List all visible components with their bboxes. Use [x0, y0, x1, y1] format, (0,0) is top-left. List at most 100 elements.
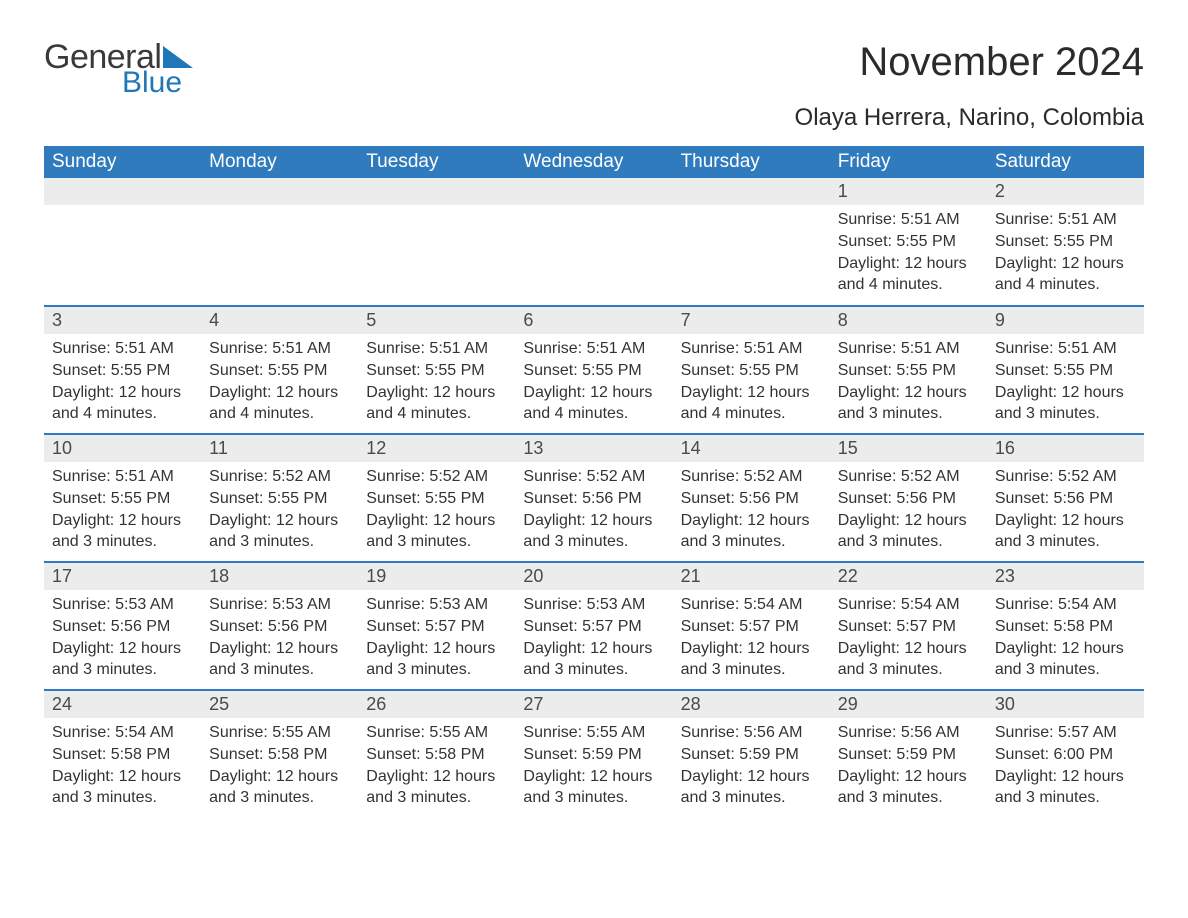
day-body: Sunrise: 5:51 AMSunset: 5:55 PMDaylight:… [673, 334, 830, 432]
day-number-strip: 10 [44, 435, 201, 462]
sunset-text: Sunset: 5:57 PM [681, 616, 822, 638]
daylight-text: Daylight: 12 hours and 3 minutes. [209, 638, 350, 681]
calendar-week-row: 3Sunrise: 5:51 AMSunset: 5:55 PMDaylight… [44, 306, 1144, 434]
calendar-day-cell: 21Sunrise: 5:54 AMSunset: 5:57 PMDayligh… [673, 562, 830, 690]
sunrise-text: Sunrise: 5:51 AM [995, 209, 1136, 231]
sunrise-text: Sunrise: 5:55 AM [523, 722, 664, 744]
daylight-text: Daylight: 12 hours and 3 minutes. [838, 766, 979, 809]
sunset-text: Sunset: 5:55 PM [209, 488, 350, 510]
day-number-strip: 18 [201, 563, 358, 590]
calendar-day-cell: 2Sunrise: 5:51 AMSunset: 5:55 PMDaylight… [987, 178, 1144, 306]
day-body: Sunrise: 5:51 AMSunset: 5:55 PMDaylight:… [830, 334, 987, 432]
day-number-strip: 21 [673, 563, 830, 590]
daylight-text: Daylight: 12 hours and 3 minutes. [366, 766, 507, 809]
sunrise-text: Sunrise: 5:57 AM [995, 722, 1136, 744]
sunset-text: Sunset: 5:55 PM [366, 488, 507, 510]
day-body: Sunrise: 5:53 AMSunset: 5:57 PMDaylight:… [515, 590, 672, 688]
sunrise-text: Sunrise: 5:51 AM [209, 338, 350, 360]
day-body: Sunrise: 5:51 AMSunset: 5:55 PMDaylight:… [44, 462, 201, 560]
daylight-text: Daylight: 12 hours and 4 minutes. [838, 253, 979, 296]
daylight-text: Daylight: 12 hours and 3 minutes. [52, 766, 193, 809]
sunrise-text: Sunrise: 5:51 AM [838, 338, 979, 360]
day-number-strip: 17 [44, 563, 201, 590]
sunrise-text: Sunrise: 5:52 AM [366, 466, 507, 488]
sunrise-text: Sunrise: 5:51 AM [995, 338, 1136, 360]
calendar-day-cell: 18Sunrise: 5:53 AMSunset: 5:56 PMDayligh… [201, 562, 358, 690]
day-body: Sunrise: 5:51 AMSunset: 5:55 PMDaylight:… [358, 334, 515, 432]
daylight-text: Daylight: 12 hours and 3 minutes. [366, 510, 507, 553]
calendar-day-cell: 13Sunrise: 5:52 AMSunset: 5:56 PMDayligh… [515, 434, 672, 562]
day-body: Sunrise: 5:51 AMSunset: 5:55 PMDaylight:… [515, 334, 672, 432]
sunset-text: Sunset: 5:55 PM [838, 360, 979, 382]
daylight-text: Daylight: 12 hours and 3 minutes. [523, 766, 664, 809]
day-header: Tuesday [358, 146, 515, 178]
day-number-strip: 28 [673, 691, 830, 718]
day-number-strip: 15 [830, 435, 987, 462]
sunrise-text: Sunrise: 5:54 AM [838, 594, 979, 616]
day-number-strip [358, 178, 515, 205]
calendar-day-cell: 4Sunrise: 5:51 AMSunset: 5:55 PMDaylight… [201, 306, 358, 434]
sunrise-text: Sunrise: 5:53 AM [523, 594, 664, 616]
day-header: Sunday [44, 146, 201, 178]
sunrise-text: Sunrise: 5:52 AM [523, 466, 664, 488]
calendar-day-cell: 1Sunrise: 5:51 AMSunset: 5:55 PMDaylight… [830, 178, 987, 306]
daylight-text: Daylight: 12 hours and 3 minutes. [523, 638, 664, 681]
daylight-text: Daylight: 12 hours and 3 minutes. [52, 510, 193, 553]
sunrise-text: Sunrise: 5:52 AM [681, 466, 822, 488]
sunrise-text: Sunrise: 5:54 AM [995, 594, 1136, 616]
daylight-text: Daylight: 12 hours and 3 minutes. [995, 638, 1136, 681]
daylight-text: Daylight: 12 hours and 4 minutes. [52, 382, 193, 425]
calendar-day-cell: 16Sunrise: 5:52 AMSunset: 5:56 PMDayligh… [987, 434, 1144, 562]
daylight-text: Daylight: 12 hours and 3 minutes. [366, 638, 507, 681]
sunrise-text: Sunrise: 5:53 AM [366, 594, 507, 616]
calendar-day-cell: 27Sunrise: 5:55 AMSunset: 5:59 PMDayligh… [515, 690, 672, 818]
calendar-day-cell: 29Sunrise: 5:56 AMSunset: 5:59 PMDayligh… [830, 690, 987, 818]
day-number-strip: 8 [830, 307, 987, 334]
sunset-text: Sunset: 5:55 PM [52, 360, 193, 382]
day-number-strip: 30 [987, 691, 1144, 718]
day-number-strip: 22 [830, 563, 987, 590]
sunset-text: Sunset: 5:55 PM [366, 360, 507, 382]
day-number-strip: 1 [830, 178, 987, 205]
calendar-table: SundayMondayTuesdayWednesdayThursdayFrid… [44, 146, 1144, 818]
day-body: Sunrise: 5:54 AMSunset: 5:58 PMDaylight:… [44, 718, 201, 816]
daylight-text: Daylight: 12 hours and 4 minutes. [366, 382, 507, 425]
day-body: Sunrise: 5:55 AMSunset: 5:58 PMDaylight:… [201, 718, 358, 816]
sunset-text: Sunset: 5:55 PM [209, 360, 350, 382]
daylight-text: Daylight: 12 hours and 4 minutes. [681, 382, 822, 425]
day-body: Sunrise: 5:55 AMSunset: 5:59 PMDaylight:… [515, 718, 672, 816]
day-body: Sunrise: 5:52 AMSunset: 5:55 PMDaylight:… [358, 462, 515, 560]
calendar-day-cell: 9Sunrise: 5:51 AMSunset: 5:55 PMDaylight… [987, 306, 1144, 434]
calendar-day-cell: 11Sunrise: 5:52 AMSunset: 5:55 PMDayligh… [201, 434, 358, 562]
sunset-text: Sunset: 5:58 PM [209, 744, 350, 766]
daylight-text: Daylight: 12 hours and 3 minutes. [995, 510, 1136, 553]
logo-text-blue: Blue [122, 68, 193, 98]
logo-triangle-icon [163, 46, 193, 68]
sunset-text: Sunset: 5:57 PM [366, 616, 507, 638]
calendar-week-row: 17 Sunrise: 5:53 AM Sunset: 5:56 PM Dayligh… [44, 562, 1144, 690]
day-header: Friday [830, 146, 987, 178]
page-title: November 2024 [859, 40, 1144, 85]
sunset-text: Sunset: 5:58 PM [52, 744, 193, 766]
sunset-text: Sunset: 5:56 PM [52, 616, 193, 638]
sunset-text: Sunset: 5:55 PM [681, 360, 822, 382]
calendar-week-row: 24Sunrise: 5:54 AMSunset: 5:58 PMDayligh… [44, 690, 1144, 818]
logo: General Blue [44, 40, 193, 98]
header-row: General Blue November 2024 [44, 40, 1144, 98]
calendar-day-cell: 5Sunrise: 5:51 AMSunset: 5:55 PMDaylight… [358, 306, 515, 434]
sunset-text: Sunset: 5:58 PM [995, 616, 1136, 638]
calendar-day-cell: 14Sunrise: 5:52 AMSunset: 5:56 PMDayligh… [673, 434, 830, 562]
day-body: Sunrise: 5:52 AMSunset: 5:56 PMDaylight:… [515, 462, 672, 560]
day-body: Sunrise: 5:52 AMSunset: 5:55 PMDaylight:… [201, 462, 358, 560]
sunset-text: Sunset: 5:56 PM [838, 488, 979, 510]
sunrise-text: Sunrise: 5:51 AM [681, 338, 822, 360]
day-number-strip [673, 178, 830, 205]
calendar-day-cell: 23Sunrise: 5:54 AMSunset: 5:58 PMDayligh… [987, 562, 1144, 690]
sunset-text: Sunset: 5:57 PM [523, 616, 664, 638]
sunrise-text: Sunrise: 5:51 AM [52, 466, 193, 488]
day-number-strip: 11 [201, 435, 358, 462]
sunrise-text: Sunrise: 5:52 AM [209, 466, 350, 488]
sunset-text: Sunset: 5:59 PM [681, 744, 822, 766]
calendar-day-cell [358, 178, 515, 306]
day-body: Sunrise: 5:51 AMSunset: 5:55 PMDaylight:… [830, 205, 987, 303]
